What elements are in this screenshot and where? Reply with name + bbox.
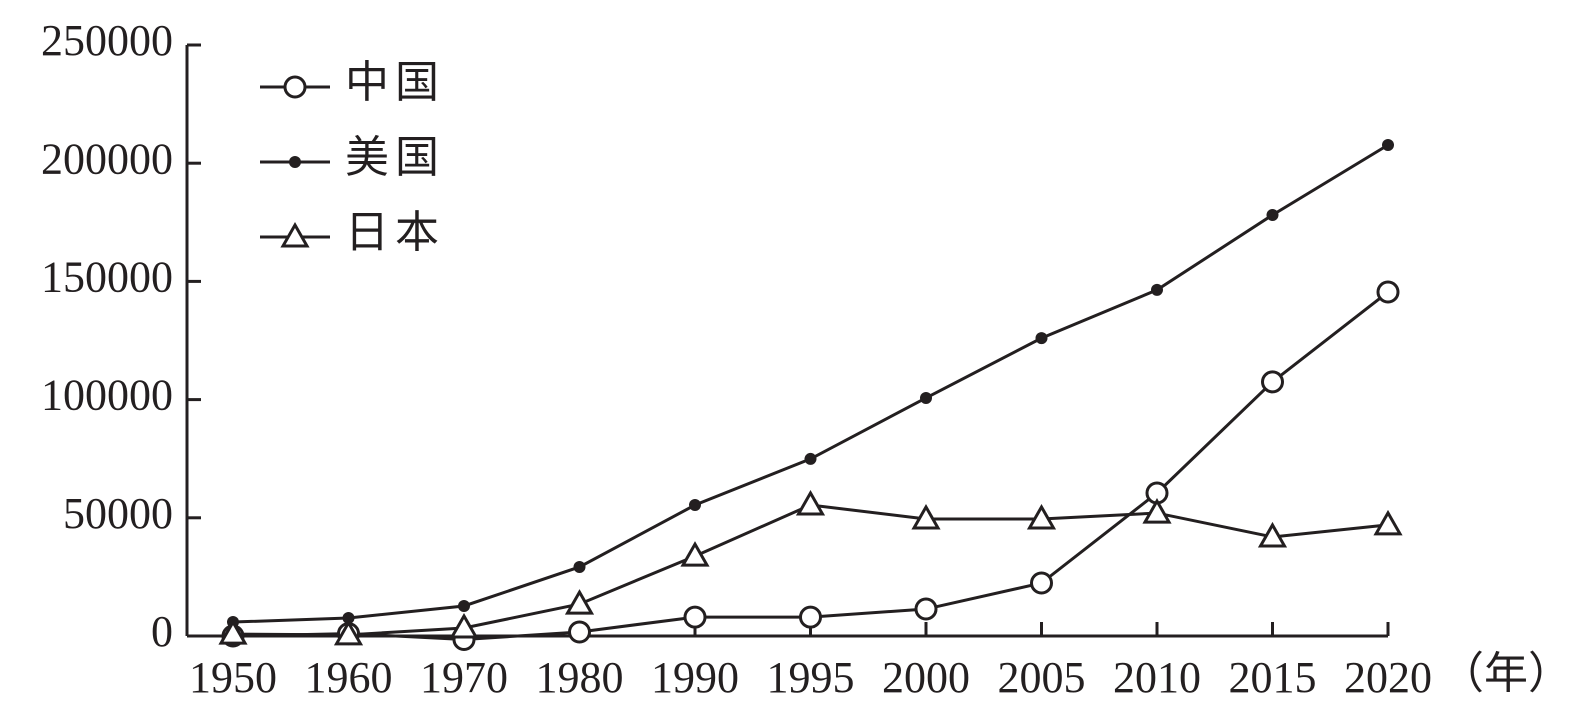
y-tick-label: 200000	[41, 134, 173, 183]
x-tick-label: 1995	[767, 653, 855, 702]
point	[1373, 509, 1403, 536]
point	[804, 452, 817, 465]
x-tick-label: 1970	[420, 653, 508, 702]
point	[795, 490, 826, 516]
x-tick-label: 1990	[651, 653, 739, 702]
legend-label: 日本	[345, 208, 445, 257]
point	[333, 619, 364, 646]
x-tick-label: 2010	[1113, 653, 1201, 702]
legend-label: 中国	[345, 58, 445, 107]
point	[458, 599, 470, 612]
point	[1151, 283, 1163, 296]
point	[1035, 332, 1048, 345]
x-tick-label: 2020	[1344, 653, 1432, 702]
legend-marker	[283, 75, 307, 99]
x-tick-label: 2000	[882, 653, 970, 702]
point	[914, 597, 938, 621]
x-axis-label: （年）	[1440, 649, 1572, 698]
point	[564, 589, 595, 615]
point	[449, 612, 479, 639]
y-tick-label: 100000	[41, 371, 173, 420]
point	[683, 605, 707, 629]
point	[920, 391, 932, 404]
point	[680, 541, 710, 567]
legend-marker	[280, 221, 310, 248]
point	[1030, 571, 1053, 595]
x-tick-label: 1950	[189, 653, 277, 702]
x-tick-label: 1980	[536, 653, 624, 702]
legend-label: 美国	[345, 133, 445, 182]
point	[1266, 208, 1279, 221]
point	[342, 612, 355, 625]
point	[1257, 521, 1288, 548]
point	[689, 499, 701, 512]
x-tick-label: 2005	[998, 653, 1086, 702]
point	[1142, 498, 1172, 524]
point	[573, 560, 586, 573]
y-tick-label: 0	[151, 607, 173, 656]
legend-marker	[289, 156, 301, 168]
y-tick-label: 250000	[41, 16, 173, 65]
point	[911, 503, 941, 530]
point	[218, 619, 248, 645]
series-line	[232, 290, 1389, 642]
point	[1376, 280, 1400, 304]
point	[1382, 138, 1394, 151]
point	[1026, 503, 1057, 530]
point	[1261, 370, 1284, 394]
point	[799, 605, 822, 629]
x-tick-label: 2015	[1229, 653, 1317, 702]
point	[568, 620, 591, 644]
x-tick-label: 1960	[305, 653, 393, 702]
y-tick-label: 150000	[41, 252, 173, 301]
y-tick-label: 50000	[63, 489, 173, 538]
